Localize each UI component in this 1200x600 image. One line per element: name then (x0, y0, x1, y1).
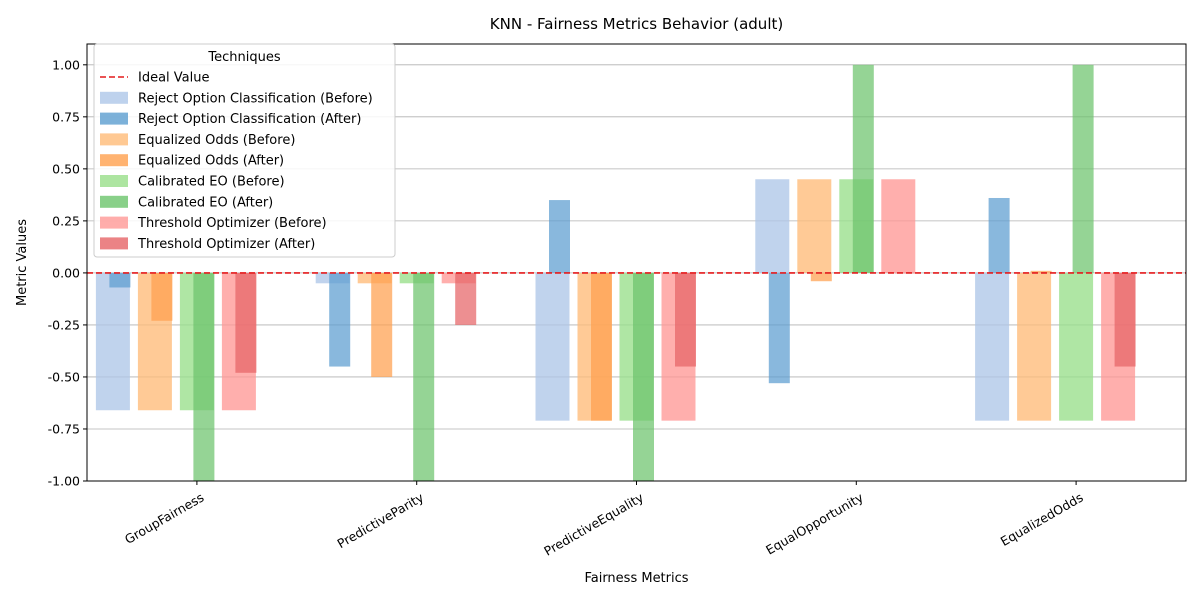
legend-title: Techniques (207, 50, 280, 65)
y-axis-title: Metric Values (15, 219, 30, 306)
legend-swatch (100, 112, 128, 125)
legend-label: Threshold Optimizer (After) (137, 237, 315, 252)
legend-swatch (100, 195, 128, 208)
bar-before (975, 272, 1010, 421)
x-axis-title: Fairness Metrics (584, 571, 688, 586)
legend-label: Equalized Odds (Before) (138, 133, 295, 148)
y-tick-label: 0.75 (52, 109, 80, 124)
y-tick-label: 1.00 (52, 57, 80, 72)
bar-after (675, 272, 696, 367)
legend-swatch (100, 175, 128, 187)
legend-swatch (100, 91, 128, 104)
bars-layer (95, 64, 1136, 481)
y-tick-label: -0.25 (48, 317, 80, 332)
legend-label: Threshold Optimizer (Before) (137, 216, 327, 231)
legend-label: Calibrated EO (After) (138, 195, 273, 210)
y-tick-label: -1.00 (48, 474, 80, 489)
y-tick-label: 0.25 (52, 213, 80, 228)
bar-before (535, 272, 570, 421)
bar-after (151, 272, 173, 321)
bar-after (193, 272, 215, 481)
legend-label: Reject Option Classification (Before) (138, 91, 373, 106)
legend-label: Equalized Odds (After) (138, 154, 284, 169)
y-tick-label: -0.50 (48, 369, 80, 384)
bar-before (797, 179, 832, 273)
bar-after (988, 197, 1010, 273)
bar-before (1017, 272, 1052, 421)
bar-after (1114, 272, 1136, 367)
legend-box (93, 43, 396, 258)
chart-title: KNN - Fairness Metrics Behavior (adult) (490, 15, 783, 33)
bar-after (455, 272, 477, 325)
bar-before (755, 179, 790, 273)
bar-after (329, 272, 351, 367)
bar-after (413, 272, 435, 481)
bar-after (852, 64, 874, 273)
bar-after (235, 272, 257, 373)
bar-after (1072, 64, 1094, 273)
bar-after (894, 272, 916, 274)
legend: Techniques Ideal Value Reject Option Class… (93, 43, 396, 258)
legend-swatch (100, 133, 128, 146)
legend-swatch (100, 237, 128, 250)
legend-label: Calibrated EO (Before) (138, 175, 285, 190)
y-tick-label: -0.75 (48, 421, 80, 436)
bar-after (109, 272, 131, 288)
bar-after (591, 272, 612, 421)
bar-after (810, 272, 832, 282)
legend-label: Ideal Value (138, 71, 210, 86)
legend-label: Reject Option Classification (After) (138, 112, 361, 127)
y-tick-label: 0.50 (52, 161, 80, 176)
bar-before (881, 179, 916, 273)
bar-after (768, 272, 790, 384)
bar-after (371, 272, 393, 377)
bar-before (95, 272, 130, 411)
legend-swatch (100, 216, 128, 229)
legend-swatch (100, 154, 128, 167)
bar-after (633, 272, 654, 481)
y-tick-label: 0.00 (52, 265, 80, 280)
bar-before (1059, 272, 1094, 421)
bar-after (1030, 270, 1052, 273)
bar-after (549, 200, 570, 273)
